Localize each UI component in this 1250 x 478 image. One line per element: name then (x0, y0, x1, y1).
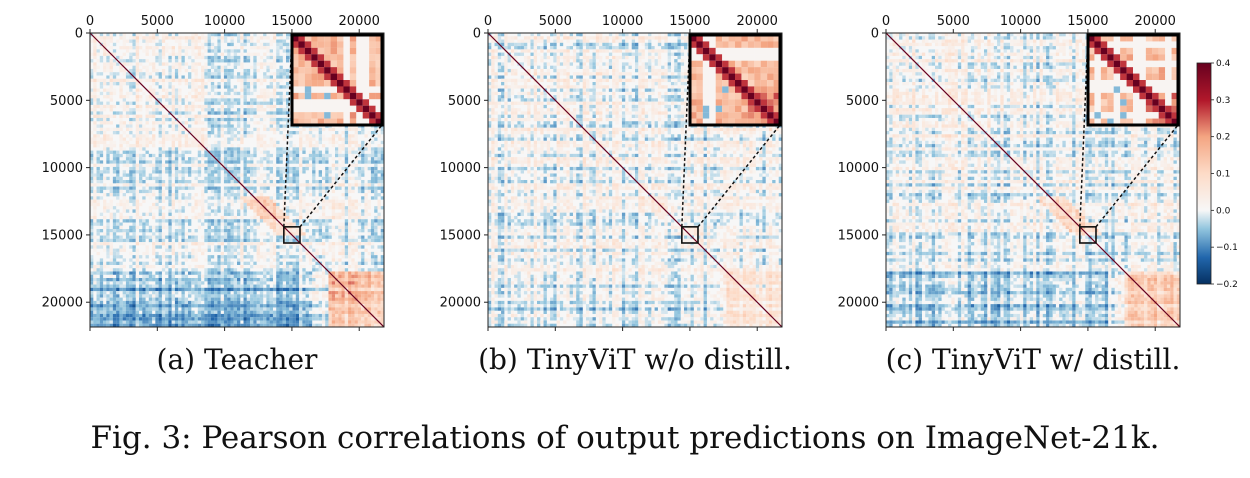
colorbar-tick-label: 0.3 (1216, 96, 1230, 106)
x-tick-label: 15000 (271, 14, 312, 29)
heatmap-cells (488, 33, 783, 328)
y-tick-label: 5000 (846, 94, 879, 109)
x-tick-label: 5000 (937, 14, 970, 29)
panel-caption: (c) TinyViT w/ distill. (886, 343, 1181, 376)
x-tick-label: 0 (86, 14, 94, 29)
heatmap-panels: 0050005000100001000015000150002000020000… (42, 14, 1181, 376)
colorbar: 0.4 0.3 0.2 0.1 0.0 −0.1 −0.2 (1196, 59, 1238, 290)
zoom-inset (290, 33, 384, 127)
y-tick-label: 10000 (838, 161, 879, 176)
heatmap-panel-3: 00 5000 5000 10000 10000 15000 15000 20000 20000… (838, 14, 1181, 376)
colorbar-tick-label: 0.1 (1216, 170, 1230, 180)
zoom-source-box (283, 226, 301, 244)
y-tick-label: 15000 (42, 228, 83, 243)
heatmap-panel-2: 00 5000 5000 10000 10000 15000 15000 20000 20000… (440, 14, 792, 376)
panel-caption: (b) TinyViT w/o distill. (478, 343, 792, 376)
colorbar-ticks: 0.4 0.3 0.2 0.1 0.0 −0.1 −0.2 (1211, 59, 1238, 290)
y-tick-label: 5000 (448, 94, 481, 109)
y-tick-label: 15000 (838, 228, 879, 243)
zoom-inset-frame (1086, 33, 1180, 127)
zoom-inset-frame (688, 33, 782, 127)
heatmap-frame (487, 32, 783, 328)
y-tick-label: 10000 (440, 161, 481, 176)
heatmap-frame (89, 32, 385, 328)
zoom-inset (688, 33, 782, 127)
heatmap-diagonal (89, 32, 385, 328)
x-tick-label: 20000 (737, 14, 778, 29)
zoom-source-box (1079, 226, 1097, 244)
x-tick-label: 10000 (1000, 14, 1041, 29)
x-tick-label: 10000 (602, 14, 643, 29)
y-tick-label: 10000 (42, 161, 83, 176)
y-tick-label: 15000 (440, 228, 481, 243)
x-tick-label: 5000 (539, 14, 572, 29)
x-tick-label: 15000 (669, 14, 710, 29)
y-tick-label: 20000 (42, 296, 83, 311)
y-tick-label: 0 (75, 27, 83, 42)
y-tick-label: 0 (871, 27, 879, 42)
x-tick-label: 20000 (1135, 14, 1176, 29)
colorbar-tick-label: −0.2 (1216, 280, 1238, 290)
colorbar-tick-label: 0.0 (1216, 206, 1231, 216)
heatmap-panel-1: 00 5000 5000 10000 10000 15000 15000 20000 20000… (42, 14, 385, 376)
y-tick-label: 0 (473, 27, 481, 42)
x-tick-label: 10000 (204, 14, 245, 29)
zoom-source-box (681, 226, 699, 244)
x-tick-label: 15000 (1067, 14, 1108, 29)
panel-caption: (a) Teacher (157, 343, 318, 376)
colorbar-tick-label: −0.1 (1216, 243, 1238, 253)
x-tick-label: 0 (882, 14, 890, 29)
colorbar-tick-label: 0.4 (1216, 59, 1231, 69)
y-tick-label: 20000 (440, 296, 481, 311)
zoom-inset (1086, 33, 1180, 127)
y-tick-label: 5000 (50, 94, 83, 109)
heatmap-frame (885, 32, 1181, 328)
colorbar-tick-label: 0.2 (1216, 133, 1230, 143)
figure-caption: Fig. 3: Pearson correlations of output p… (90, 420, 1159, 456)
x-tick-label: 20000 (339, 14, 380, 29)
zoom-inset-frame (290, 33, 384, 127)
y-tick-label: 20000 (838, 296, 879, 311)
heatmap-diagonal (885, 32, 1181, 328)
heatmap-diagonal (487, 32, 783, 328)
x-tick-label: 5000 (141, 14, 174, 29)
x-tick-label: 0 (484, 14, 492, 29)
colorbar-gradient (1196, 62, 1212, 285)
